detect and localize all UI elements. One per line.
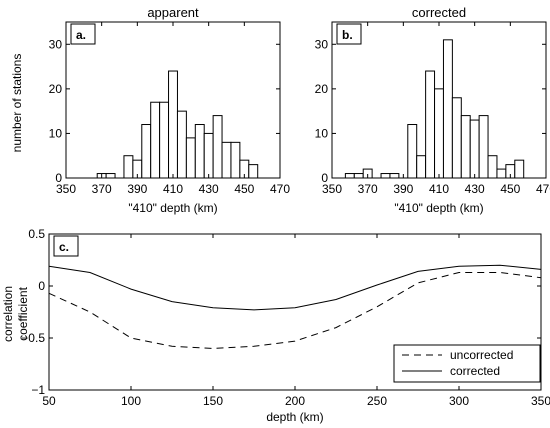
y-tick-label: 20: [315, 82, 329, 96]
histogram-bar: [141, 124, 152, 179]
x-tick-label: 350: [322, 182, 342, 196]
panel-b-title: corrected: [412, 5, 466, 20]
series-line-uncorrected: [48, 272, 542, 349]
histogram-bar: [212, 115, 223, 179]
histogram-apparent: apparent "410" depth (km) number of stat…: [10, 5, 290, 215]
plot-frame: [48, 233, 542, 391]
histogram-bar: [168, 70, 178, 179]
x-tick-label: 200: [285, 394, 305, 408]
x-tick-label: 250: [367, 394, 387, 408]
histogram-bar: [230, 141, 241, 179]
x-tick-label: 350: [56, 182, 76, 196]
histogram-bar: [123, 155, 134, 179]
histogram-bar: [496, 168, 507, 179]
x-tick-label: 390: [393, 182, 413, 196]
histogram-bar: [425, 70, 436, 179]
y-tick-label: −1: [31, 383, 45, 397]
x-tick-label: 410: [429, 182, 449, 196]
histogram-bar: [185, 137, 196, 179]
x-tick-label: 470: [536, 182, 550, 196]
y-tick-label: 30: [49, 37, 63, 51]
histogram-bar: [353, 173, 364, 179]
histogram-bar: [176, 110, 187, 179]
histogram-bar: [478, 115, 489, 179]
legend-label-corrected: corrected: [450, 364, 500, 378]
panel-c-xlabel: depth (km): [266, 410, 323, 424]
y-tick-label: 0: [55, 171, 62, 185]
panel-a-tag: a.: [76, 28, 86, 42]
panel-c-ylabel-line-2: coefficient: [16, 286, 30, 340]
series-line-corrected: [48, 264, 542, 311]
y-tick-label: 0: [321, 171, 328, 185]
histogram-corrected: corrected "410" depth (km) 350 370 390 410 4…: [315, 5, 550, 215]
histogram-bar: [460, 115, 471, 179]
panel-a-tag-box: [70, 23, 96, 45]
legend: uncorrected corrected: [393, 344, 541, 383]
histogram-bar: [248, 164, 259, 179]
histogram-bar: [487, 155, 498, 179]
histogram-bar: [434, 88, 444, 179]
x-tick-label: 370: [92, 182, 112, 196]
y-tick-label: 20: [49, 82, 63, 96]
histogram-bar: [105, 173, 116, 179]
y-tick-label: 0: [38, 279, 45, 293]
panel-c-ylabel-line-1: correlation: [1, 286, 15, 342]
legend-box: [393, 344, 541, 383]
x-tick-label: 50: [42, 394, 56, 408]
histogram-bar: [514, 159, 525, 179]
correlation-line-chart: depth (km) correlation coefficient 50 100…: [1, 227, 550, 424]
plot-frame: [65, 21, 281, 179]
histogram-bar: [407, 124, 418, 179]
y-tick-label: 30: [315, 37, 329, 51]
x-tick-label: 410: [163, 182, 183, 196]
x-tick-label: 370: [358, 182, 378, 196]
x-tick-label: 430: [199, 182, 219, 196]
x-tick-label: 430: [465, 182, 485, 196]
histogram-bar: [389, 173, 400, 179]
histogram-bar: [344, 173, 355, 179]
panel-c-tag: c.: [59, 240, 69, 254]
panel-b-tag-box: [336, 23, 362, 45]
panel-b-tag: b.: [342, 28, 353, 42]
x-tick-label: 470: [270, 182, 290, 196]
x-tick-label: 390: [127, 182, 147, 196]
histogram-bar: [442, 39, 453, 179]
x-tick-label: 450: [500, 182, 520, 196]
x-tick-label: 300: [449, 394, 469, 408]
histogram-bar: [380, 173, 391, 179]
histogram-bar: [469, 119, 480, 179]
panel-c-tag-box: [53, 235, 79, 257]
histogram-bar: [416, 155, 427, 179]
panel-a-title: apparent: [147, 5, 199, 20]
x-tick-label: 450: [234, 182, 254, 196]
y-tick-label: 10: [315, 126, 329, 140]
y-tick-label: 0.5: [28, 227, 45, 241]
x-tick-label: 350: [531, 394, 550, 408]
y-tick-label: −0.5: [21, 331, 45, 345]
histogram-bar: [159, 101, 170, 179]
legend-label-uncorrected: uncorrected: [450, 348, 513, 362]
panel-b-xlabel: "410" depth (km): [394, 201, 483, 215]
x-tick-label: 150: [203, 394, 223, 408]
x-tick-label: 100: [121, 394, 141, 408]
histogram-bar: [194, 124, 205, 179]
histogram-bar: [203, 132, 214, 179]
panel-a-ylabel: number of stations: [10, 54, 24, 153]
plot-frame: [331, 21, 547, 179]
histogram-bar: [451, 97, 462, 179]
histogram-bar: [221, 141, 232, 179]
histogram-bar: [150, 101, 161, 179]
y-tick-label: 10: [49, 126, 63, 140]
panel-a-xlabel: "410" depth (km): [128, 201, 217, 215]
